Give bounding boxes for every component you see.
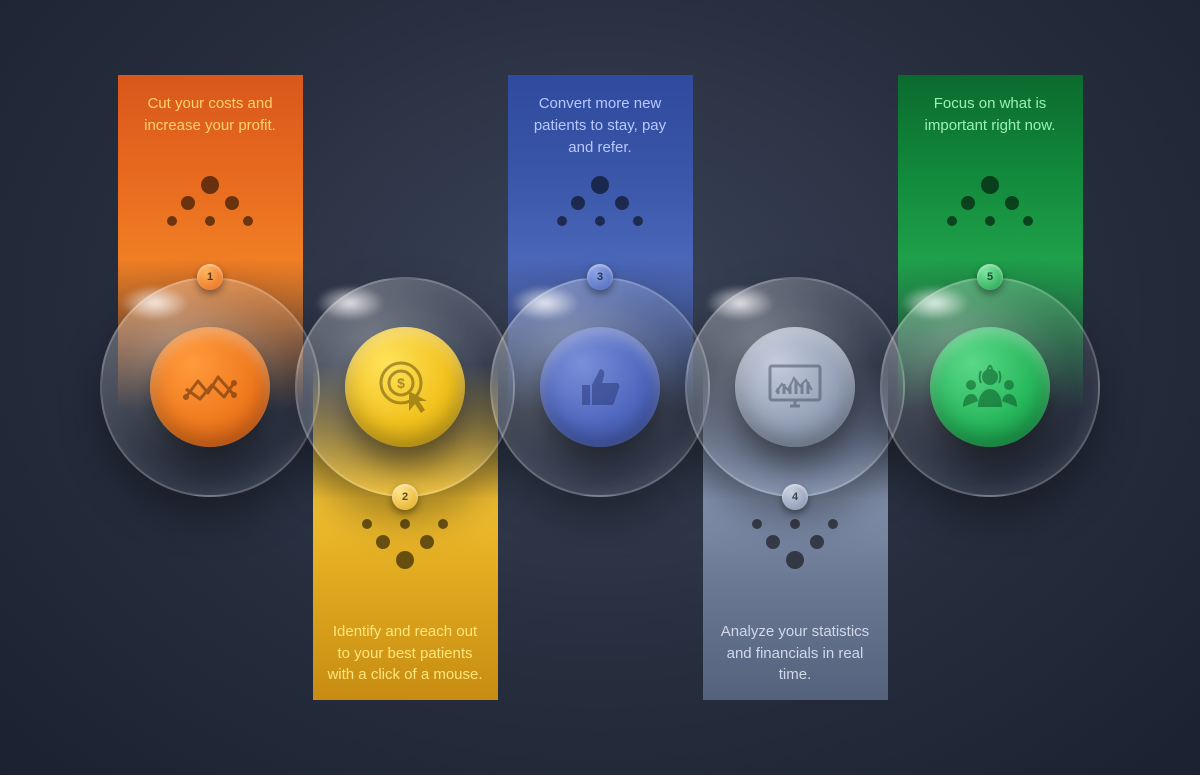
step-node-1: 1 (100, 277, 320, 497)
step-caption: Focus on what is important right now. (898, 75, 1083, 137)
svg-text:$: $ (397, 375, 405, 391)
dot-cluster (150, 185, 270, 255)
step-caption: Identify and reach out to your best pati… (313, 621, 498, 686)
step-node-3: 3 (490, 277, 710, 497)
step-node-5: 5 (880, 277, 1100, 497)
step-number-badge: 3 (587, 264, 613, 290)
step-number-badge: 1 (197, 264, 223, 290)
step-caption: Analyze your statistics and financials i… (703, 621, 888, 686)
dot-cluster (540, 185, 660, 255)
infographic-stage: Cut your costs and increase your profit.… (0, 0, 1200, 775)
step-disc (930, 327, 1050, 447)
step-disc: $ (345, 327, 465, 447)
step-number-badge: 2 (392, 484, 418, 510)
step-number-badge: 4 (782, 484, 808, 510)
dot-cluster (345, 510, 465, 580)
step-caption: Convert more new patients to stay, pay a… (508, 75, 693, 158)
step-number-badge: 5 (977, 264, 1003, 290)
step-node-4: 4 (685, 277, 905, 497)
dot-cluster (735, 510, 855, 580)
step-disc (540, 327, 660, 447)
step-caption: Cut your costs and increase your profit. (118, 75, 303, 137)
step-node-2: $2 (295, 277, 515, 497)
step-disc (735, 327, 855, 447)
step-disc (150, 327, 270, 447)
dot-cluster (930, 185, 1050, 255)
